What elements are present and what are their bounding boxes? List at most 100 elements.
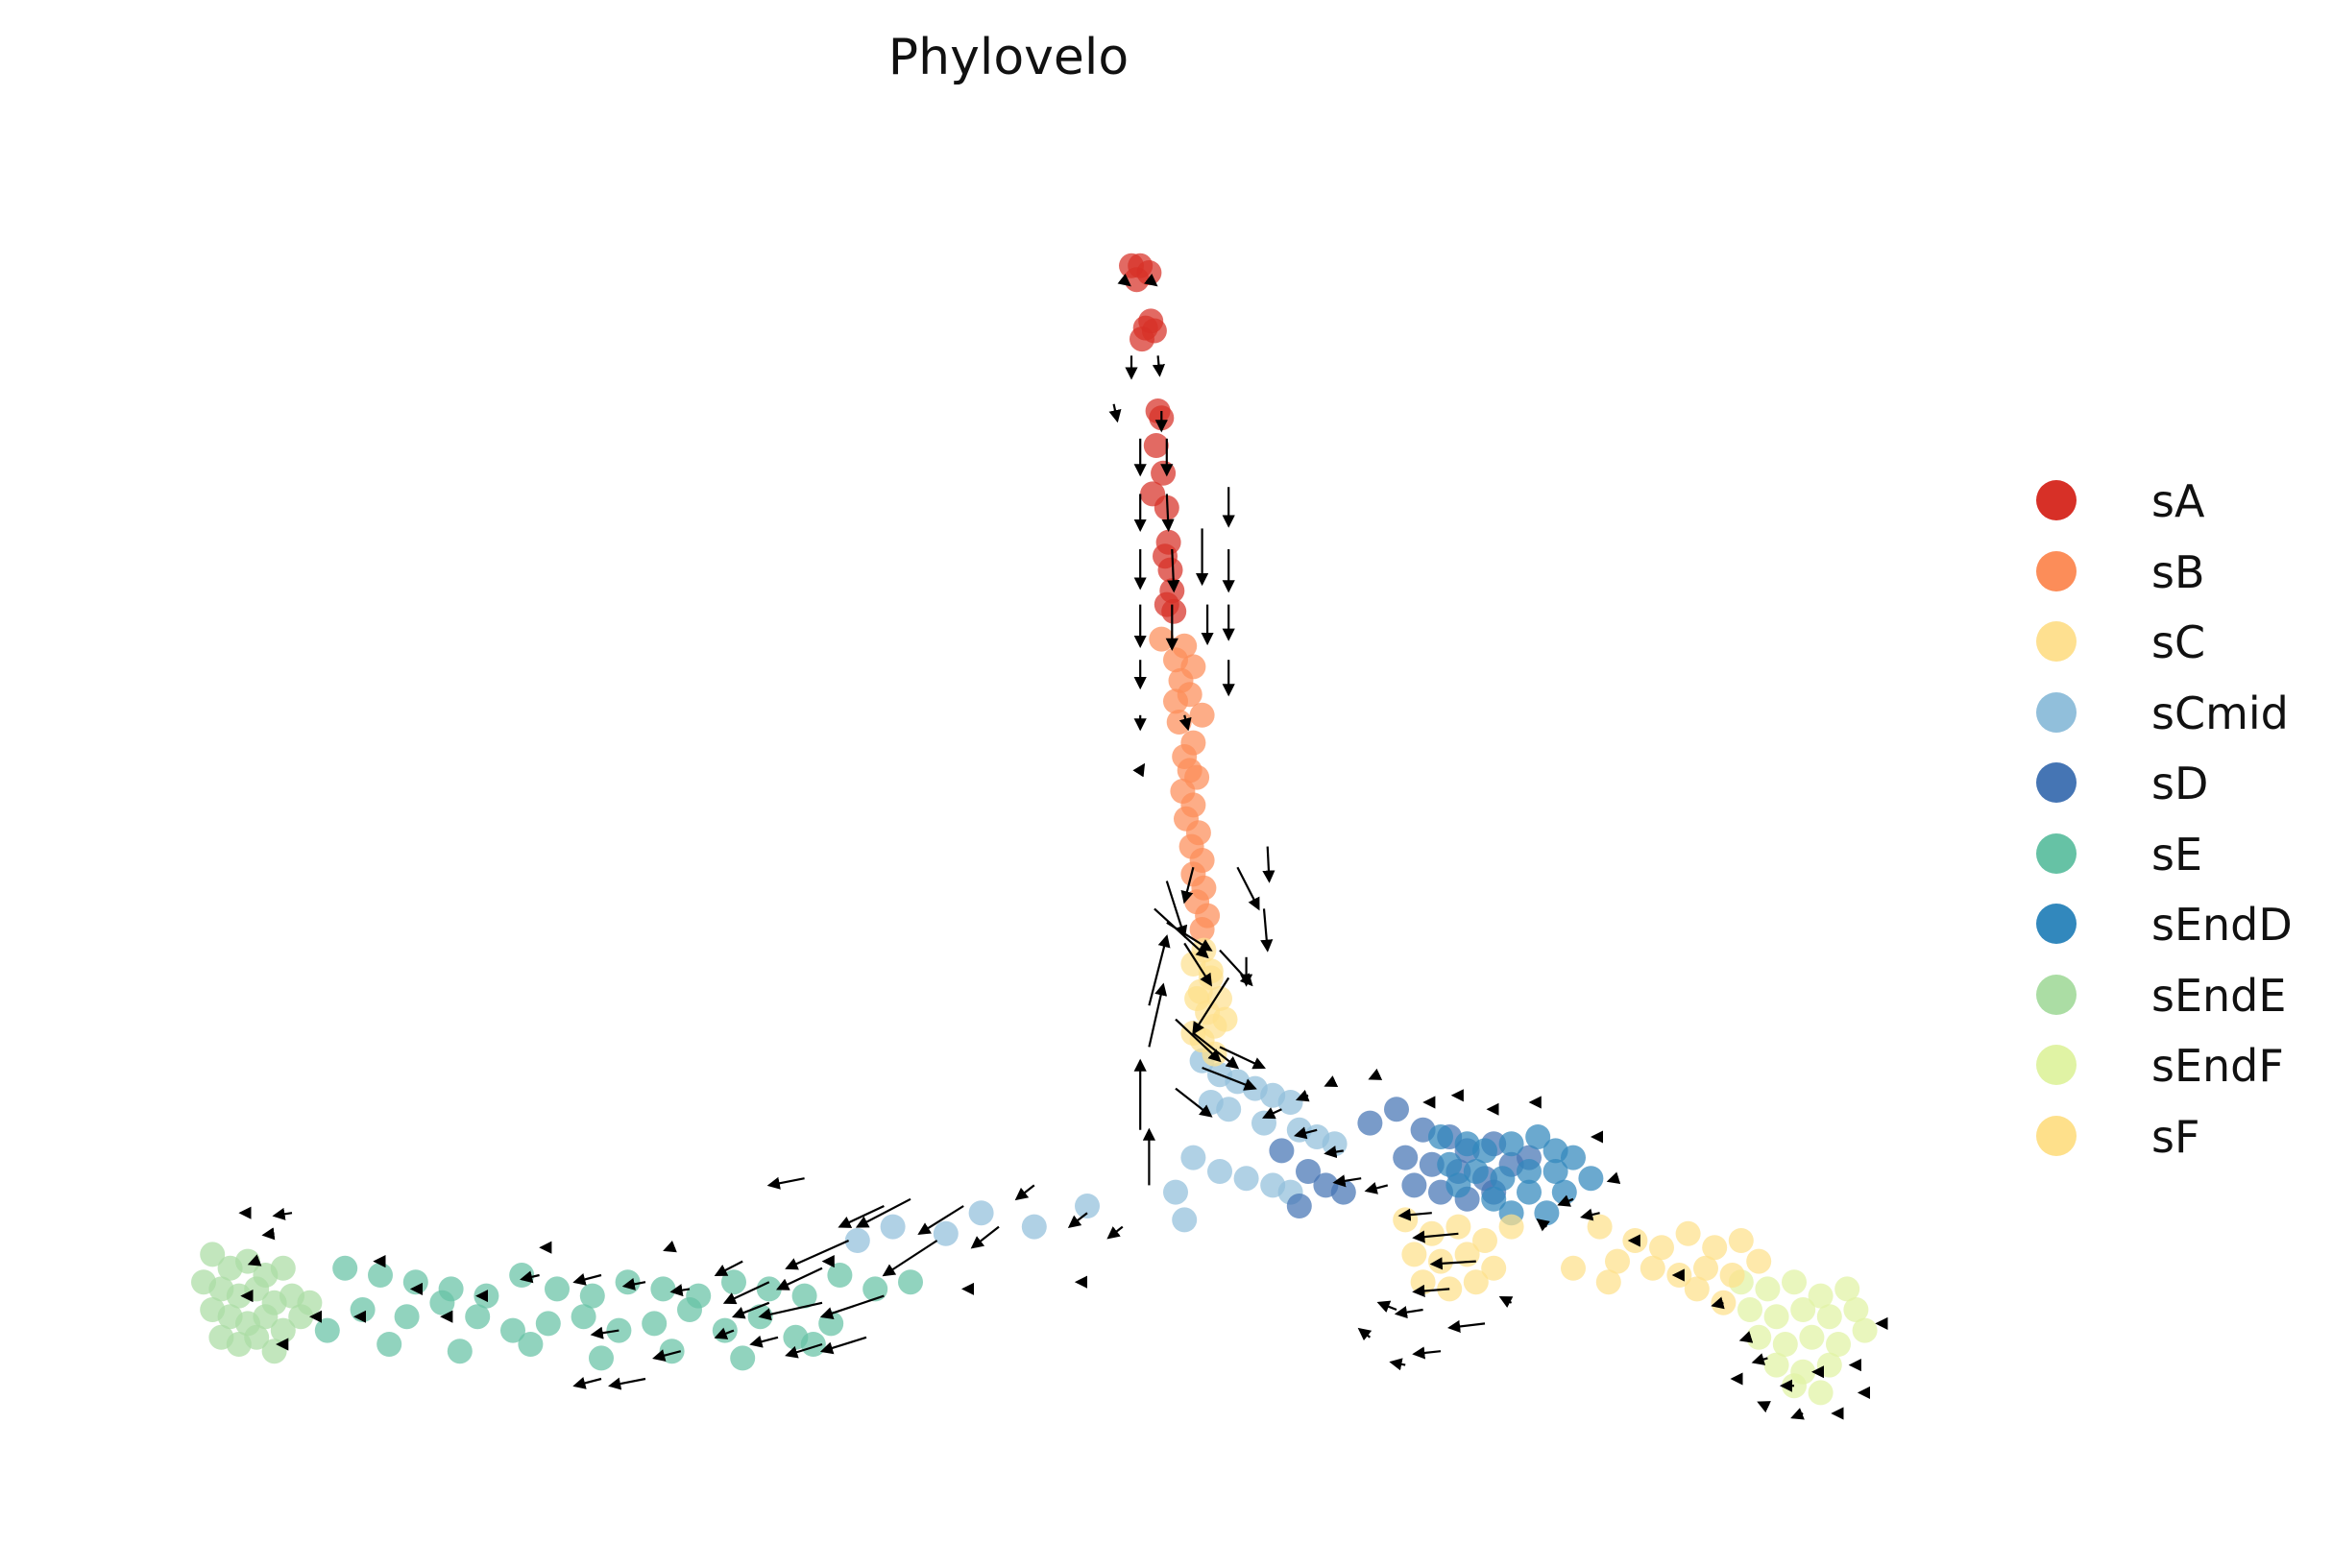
velocity-arrow-85 bbox=[663, 1240, 677, 1253]
legend-swatch-sCmid bbox=[2036, 691, 2077, 733]
velocity-arrow-105 bbox=[1536, 1218, 1550, 1232]
point-sEndE-21 bbox=[297, 1290, 323, 1315]
velocity-arrow-9 bbox=[1161, 494, 1175, 532]
point-sD-6 bbox=[1393, 1145, 1419, 1170]
velocity-arrow-120 bbox=[1738, 1331, 1754, 1343]
legend-label-sF: sF bbox=[2151, 1110, 2200, 1163]
point-sCmid-19 bbox=[1075, 1194, 1100, 1218]
point-sCmid-20 bbox=[1021, 1214, 1047, 1240]
velocity-arrow-4 bbox=[1108, 403, 1122, 423]
point-sF-2 bbox=[1212, 1006, 1238, 1032]
point-sF-5 bbox=[1393, 1207, 1419, 1233]
velocity-arrow-66 bbox=[572, 1377, 602, 1389]
point-sEndE-0 bbox=[200, 1242, 226, 1267]
point-sEndF-4 bbox=[1834, 1276, 1860, 1302]
legend-swatch-sF bbox=[2036, 1115, 2077, 1156]
point-sCmid-5 bbox=[1277, 1090, 1303, 1115]
point-sEndF-17 bbox=[1816, 1352, 1842, 1378]
legend-swatch-sEndD bbox=[2036, 904, 2077, 944]
velocity-arrow-1 bbox=[1144, 274, 1158, 287]
point-sEndF-5 bbox=[1737, 1297, 1762, 1322]
velocity-arrow-62 bbox=[749, 1335, 779, 1348]
point-sA-19 bbox=[1161, 598, 1187, 624]
velocity-arrow-98 bbox=[1394, 1306, 1423, 1319]
point-sD-7 bbox=[1419, 1151, 1445, 1177]
legend-swatch-sB bbox=[2036, 550, 2077, 591]
velocity-arrow-93 bbox=[1364, 1182, 1389, 1194]
velocity-arrow-53 bbox=[776, 1266, 823, 1291]
point-sEndD-13 bbox=[1481, 1186, 1507, 1212]
point-sE-0 bbox=[332, 1255, 358, 1281]
legend-label-sA: sA bbox=[2151, 475, 2205, 527]
point-sF-29 bbox=[1561, 1255, 1586, 1281]
point-sF-7 bbox=[1445, 1214, 1471, 1240]
point-sD-17 bbox=[1296, 1159, 1321, 1184]
point-sD-0 bbox=[1357, 1110, 1383, 1136]
point-sA-16 bbox=[1157, 557, 1183, 583]
point-sF-19 bbox=[1649, 1235, 1674, 1261]
point-sE-21 bbox=[500, 1317, 525, 1343]
velocity-arrow-114 bbox=[1368, 1068, 1383, 1080]
legend-swatch-sD bbox=[2036, 762, 2077, 803]
legend-swatch-sC bbox=[2036, 621, 2077, 662]
velocity-arrow-55 bbox=[722, 1281, 770, 1305]
velocity-arrow-12 bbox=[1167, 548, 1180, 593]
velocity-arrow-60 bbox=[819, 1336, 867, 1355]
point-sA-10 bbox=[1143, 433, 1169, 458]
legend-label-sB: sB bbox=[2151, 545, 2205, 598]
point-sE-6 bbox=[545, 1276, 570, 1302]
velocity-arrow-35 bbox=[1148, 982, 1168, 1048]
point-sA-3 bbox=[1124, 267, 1150, 293]
legend-label-sD: sD bbox=[2151, 758, 2209, 809]
point-sE-12 bbox=[756, 1276, 782, 1302]
legend-swatch-sE bbox=[2036, 832, 2077, 874]
point-sEndE-15 bbox=[270, 1317, 296, 1343]
velocity-arrow-71 bbox=[520, 1270, 540, 1284]
point-sEndD-6 bbox=[1437, 1151, 1463, 1177]
point-sE-18 bbox=[394, 1304, 420, 1330]
point-sEndE-14 bbox=[253, 1304, 279, 1330]
velocity-arrow-39 bbox=[1175, 1087, 1213, 1118]
velocity-arrow-40 bbox=[1202, 1066, 1257, 1091]
point-sEndF-10 bbox=[1746, 1324, 1772, 1350]
legend-swatch-sA bbox=[2036, 480, 2077, 520]
velocity-arrow-63 bbox=[714, 1327, 735, 1339]
point-sF-4 bbox=[1202, 1041, 1227, 1067]
point-sE-15 bbox=[862, 1276, 888, 1302]
velocity-arrow-59 bbox=[819, 1294, 885, 1319]
velocity-arrow-103 bbox=[1389, 1358, 1406, 1371]
point-sE-2 bbox=[402, 1269, 428, 1295]
legend-label-sEndE: sEndE bbox=[2151, 969, 2287, 1022]
point-sEndF-7 bbox=[1790, 1297, 1816, 1322]
point-sEndD-8 bbox=[1490, 1166, 1516, 1192]
velocity-arrow-22 bbox=[1178, 714, 1192, 732]
velocity-arrow-121 bbox=[1751, 1353, 1768, 1365]
point-sCmid-22 bbox=[933, 1220, 959, 1246]
point-sF-30 bbox=[1595, 1269, 1621, 1295]
point-sCmid-18 bbox=[1172, 1207, 1198, 1233]
velocity-arrow-24 bbox=[1165, 880, 1188, 939]
legend-label-sEndD: sEndD bbox=[2151, 899, 2293, 951]
velocity-arrow-95 bbox=[1412, 1230, 1459, 1243]
point-sEndF-12 bbox=[1799, 1324, 1825, 1350]
velocity-arrow-0 bbox=[1117, 274, 1131, 287]
point-sCmid-13 bbox=[1207, 1159, 1232, 1184]
point-sF-1 bbox=[1184, 986, 1210, 1011]
point-sEndF-6 bbox=[1763, 1304, 1789, 1330]
velocity-arrow-52 bbox=[785, 1239, 850, 1270]
point-sB-0 bbox=[1149, 626, 1175, 652]
legend-label-sE: sE bbox=[2151, 828, 2203, 880]
point-sCmid-24 bbox=[844, 1228, 870, 1253]
legend-label-sC: sC bbox=[2151, 616, 2206, 668]
velocity-arrow-102 bbox=[1357, 1327, 1372, 1341]
point-sE-33 bbox=[447, 1339, 473, 1364]
point-sEndF-15 bbox=[1763, 1352, 1789, 1378]
point-sEndD-16 bbox=[1578, 1166, 1604, 1192]
points-layer bbox=[191, 253, 1878, 1406]
velocity-arrow-58 bbox=[758, 1301, 823, 1321]
point-sEndD-14 bbox=[1517, 1179, 1542, 1205]
chart-title: Phylovelo bbox=[887, 29, 1130, 86]
velocity-arrow-31 bbox=[1183, 942, 1212, 987]
